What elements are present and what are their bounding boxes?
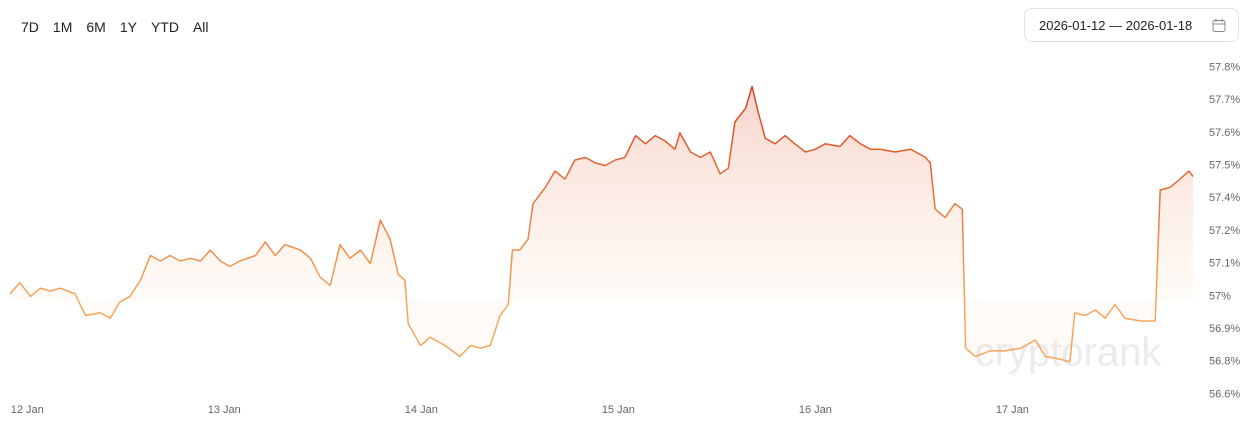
range-button[interactable]: All — [192, 19, 209, 35]
x-tick-label: 15 Jan — [602, 404, 635, 416]
range-button[interactable]: 7D — [21, 19, 39, 35]
y-tick-label: 57.5% — [1209, 159, 1240, 171]
x-tick-label: 12 Jan — [11, 404, 44, 416]
x-tick-label: 16 Jan — [799, 404, 832, 416]
range-button[interactable]: YTD — [150, 19, 179, 35]
y-tick-label: 57% — [1209, 290, 1231, 302]
range-button[interactable]: 1M — [52, 19, 73, 35]
range-buttons: 7D 1M 6M 1Y YTD All — [14, 17, 216, 37]
x-tick-label: 17 Jan — [996, 404, 1029, 416]
date-range: 2026-01-12 — 2026-01-18 — [1039, 17, 1193, 33]
y-tick-label: 57.7% — [1209, 94, 1240, 106]
area — [10, 86, 1193, 362]
date-range-picker[interactable]: 2026-01-12 — 2026-01-18 — [1024, 8, 1239, 42]
y-tick-label: 56.9% — [1209, 323, 1240, 335]
y-tick-label: 56.6% — [1209, 388, 1240, 400]
x-tick-label: 13 Jan — [208, 404, 241, 416]
x-tick-label: 14 Jan — [405, 404, 438, 416]
range-button[interactable]: 6M — [86, 19, 106, 35]
y-tick-label: 57.4% — [1209, 192, 1240, 204]
y-tick-label: 57.2% — [1209, 225, 1240, 237]
y-tick-label: 57.1% — [1209, 258, 1240, 270]
range-button[interactable]: 1Y — [119, 19, 137, 35]
y-tick-label: 56.8% — [1209, 356, 1240, 368]
y-tick-label: 57.6% — [1209, 127, 1240, 139]
y-tick-label: 57.8% — [1209, 61, 1240, 73]
calendar-icon — [1212, 18, 1226, 32]
line — [9, 85, 1194, 363]
